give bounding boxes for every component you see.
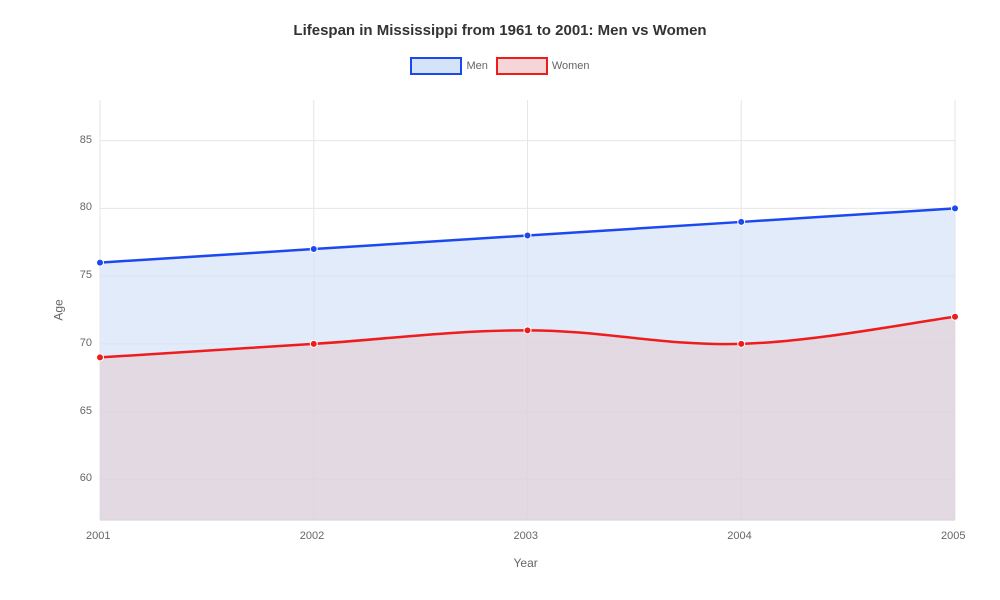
x-tick-label: 2002 [300, 530, 324, 542]
y-tick-label: 60 [80, 472, 92, 484]
chart-container: Lifespan in Mississippi from 1961 to 200… [0, 0, 1000, 600]
x-tick-label: 2005 [941, 530, 965, 542]
y-axis-label: Age [52, 299, 66, 320]
y-tick-label: 75 [80, 269, 92, 281]
y-tick-label: 65 [80, 405, 92, 417]
x-tick-label: 2003 [514, 530, 538, 542]
x-tick-label: 2004 [727, 530, 751, 542]
y-tick-label: 70 [80, 337, 92, 349]
x-axis-label: Year [514, 556, 538, 570]
chart-svg [0, 0, 1000, 600]
y-tick-label: 80 [80, 201, 92, 213]
x-tick-label: 2001 [86, 530, 110, 542]
y-tick-label: 85 [80, 134, 92, 146]
